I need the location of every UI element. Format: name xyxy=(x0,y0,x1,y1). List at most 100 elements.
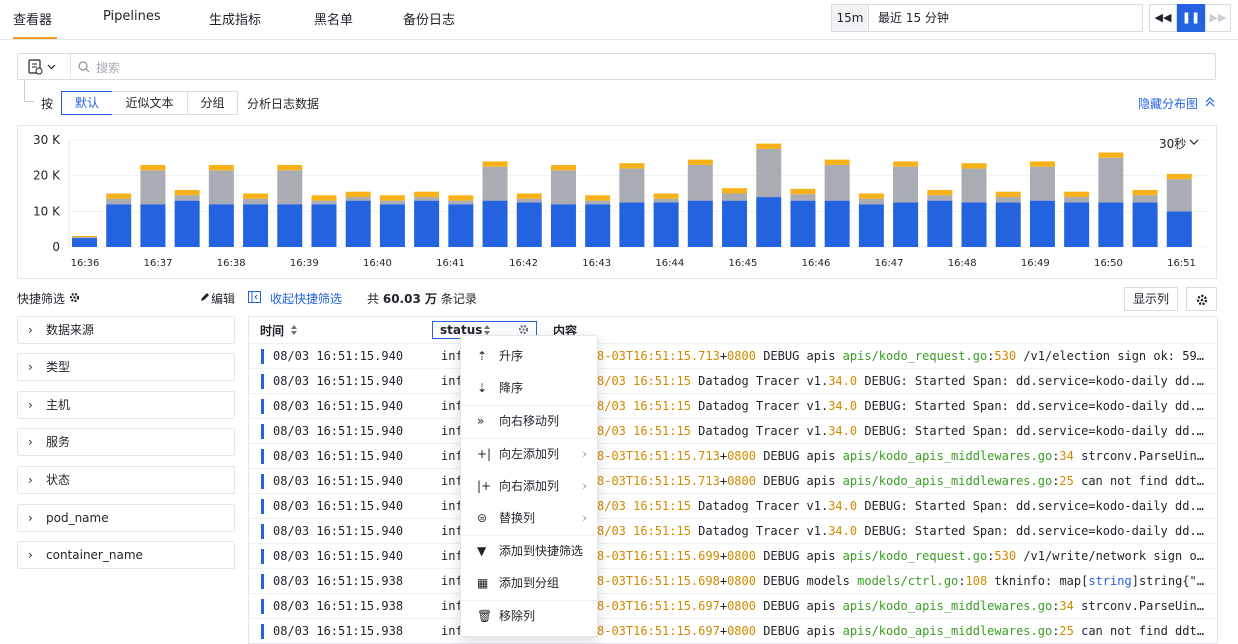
chart-bar-segment[interactable] xyxy=(995,197,1021,203)
forward-button[interactable]: ▶▶ xyxy=(1205,4,1231,32)
group-grouping-button[interactable]: 分组 xyxy=(187,91,238,115)
table-row[interactable]: 08/03 16:51:15.938 inf 8-03T16:51:15.697+0… xyxy=(249,618,1217,643)
chart-bar-segment[interactable] xyxy=(311,195,337,201)
chart-bar-segment[interactable] xyxy=(1064,197,1090,203)
chart-bar-segment[interactable] xyxy=(585,195,611,201)
chart-bar-segment[interactable] xyxy=(653,193,679,199)
menu-sort-ascending[interactable]: ⇡ 升序 xyxy=(461,341,597,371)
chart-bar-segment[interactable] xyxy=(722,193,748,201)
chart-bar-segment[interactable] xyxy=(1132,202,1158,247)
chart-bar-segment[interactable] xyxy=(72,235,97,238)
menu-add-quickfilter[interactable]: ▼ 添加到快捷筛选 xyxy=(461,536,597,566)
chart-bar-segment[interactable] xyxy=(790,188,816,195)
chart-bar-segment[interactable] xyxy=(1029,161,1055,167)
chart-bar-segment[interactable] xyxy=(790,200,816,247)
chart-bar-segment[interactable] xyxy=(961,168,987,203)
chart-bar-segment[interactable] xyxy=(140,204,166,247)
chart-bar-segment[interactable] xyxy=(858,198,884,205)
quickfilter-container-name[interactable]: › container_name xyxy=(17,541,235,569)
chart-bar-segment[interactable] xyxy=(140,170,166,205)
chart-bar-segment[interactable] xyxy=(174,195,200,201)
timerange-chip[interactable]: 15m xyxy=(831,4,869,32)
table-row[interactable]: 08/03 16:51:15.938 inf 8-03T16:51:15.698+0… xyxy=(249,568,1217,593)
quickfilter-source[interactable]: › 数据来源 xyxy=(17,316,235,344)
chart-bar-segment[interactable] xyxy=(858,204,884,247)
chart-bar-segment[interactable] xyxy=(1166,211,1192,247)
chart-bar-segment[interactable] xyxy=(550,204,576,247)
chart-bar-segment[interactable] xyxy=(106,204,132,247)
chart-bar-segment[interactable] xyxy=(243,193,269,199)
quickfilter-pod-name[interactable]: › pod_name xyxy=(17,504,235,532)
chart-bar-segment[interactable] xyxy=(619,202,645,247)
group-similar-text-button[interactable]: 近似文本 xyxy=(112,91,188,115)
column-header-time[interactable]: 时间 xyxy=(260,324,285,338)
chart-bar-segment[interactable] xyxy=(687,159,713,165)
hide-chart-link[interactable]: 隐藏分布图 xyxy=(1138,97,1199,111)
chart-bar-segment[interactable] xyxy=(1064,191,1090,198)
chart-bar-segment[interactable] xyxy=(277,204,303,247)
chart-bar-segment[interactable] xyxy=(653,198,679,203)
chart-bar-segment[interactable] xyxy=(722,200,748,247)
menu-add-right[interactable]: |+ 向右添加列 › xyxy=(461,471,597,501)
chart-bar-segment[interactable] xyxy=(448,200,474,205)
chart-bar-segment[interactable] xyxy=(516,193,542,199)
chart-bar-segment[interactable] xyxy=(482,200,508,247)
chart-bar-segment[interactable] xyxy=(277,164,303,171)
collapse-quickfilter-link[interactable]: 收起快捷筛选 xyxy=(270,292,343,306)
chart-bar-segment[interactable] xyxy=(893,166,919,203)
chart-bar-segment[interactable] xyxy=(927,189,953,196)
chart-bar-segment[interactable] xyxy=(482,166,508,201)
chart-bar-segment[interactable] xyxy=(1029,200,1055,247)
chart-bar-segment[interactable] xyxy=(414,200,440,247)
chart-bar-segment[interactable] xyxy=(687,200,713,247)
sort-icon[interactable] xyxy=(290,324,298,336)
chart-bar-segment[interactable] xyxy=(243,198,269,205)
chart-bar-segment[interactable] xyxy=(379,195,405,201)
menu-replace-column[interactable]: ⊜ 替换列 › xyxy=(461,503,597,533)
chart-bar-segment[interactable] xyxy=(379,200,405,205)
chart-bar-segment[interactable] xyxy=(414,191,440,198)
chart-bar-segment[interactable] xyxy=(550,170,576,205)
table-row[interactable]: 08/03 16:51:15.940 inf 8/03 16:51:15 Datad… xyxy=(249,418,1217,443)
chart-bar-segment[interactable] xyxy=(345,191,371,198)
chart-bar-segment[interactable] xyxy=(1098,157,1124,203)
chart-bar-segment[interactable] xyxy=(824,164,850,201)
chart-bar-segment[interactable] xyxy=(345,197,371,201)
chart-bar-segment[interactable] xyxy=(585,204,611,247)
chart-bar-segment[interactable] xyxy=(106,193,132,199)
chart-bar-segment[interactable] xyxy=(208,164,234,171)
chevron-down-icon[interactable] xyxy=(1189,138,1199,146)
chart-bar-segment[interactable] xyxy=(756,197,782,247)
chart-bar-segment[interactable] xyxy=(1098,202,1124,247)
chart-bar-segment[interactable] xyxy=(653,202,679,247)
chart-bar-segment[interactable] xyxy=(790,194,816,201)
quickfilter-service[interactable]: › 服务 xyxy=(17,428,235,456)
tab-backup-logs[interactable]: 备份日志 xyxy=(403,13,456,28)
chart-bar-segment[interactable] xyxy=(619,163,645,169)
chart-bar-segment[interactable] xyxy=(1166,173,1192,180)
chart-bar-segment[interactable] xyxy=(550,164,576,171)
menu-remove-column[interactable]: 🗑 移除列 xyxy=(461,601,597,631)
chart-bar-segment[interactable] xyxy=(448,195,474,201)
table-row[interactable]: 08/03 16:51:15.940 inf 8/03 16:51:15 Datad… xyxy=(249,368,1217,393)
chart-bar-segment[interactable] xyxy=(311,200,337,205)
menu-add-group[interactable]: ▦ 添加到分组 xyxy=(461,568,597,598)
show-columns-button[interactable]: 显示列 xyxy=(1124,287,1178,311)
tab-pipelines[interactable]: Pipelines xyxy=(103,9,161,24)
table-row[interactable]: 08/03 16:51:15.940 inf 8-03T16:51:15.713+0… xyxy=(249,443,1217,468)
chart-bar-segment[interactable] xyxy=(824,159,850,165)
chart-bar-segment[interactable] xyxy=(174,200,200,247)
chart-bar-segment[interactable] xyxy=(893,161,919,167)
chart-bar-segment[interactable] xyxy=(140,164,166,171)
menu-sort-descending[interactable]: ⇣ 降序 xyxy=(461,373,597,403)
chart-bar-segment[interactable] xyxy=(72,237,97,239)
chart-bar-segment[interactable] xyxy=(858,193,884,199)
rewind-button[interactable]: ◀◀ xyxy=(1149,4,1177,32)
table-row[interactable]: 08/03 16:51:15.940 inf 8-03T16:51:15.699+0… xyxy=(249,543,1217,568)
chart-bar-segment[interactable] xyxy=(687,164,713,201)
menu-add-left[interactable]: +| 向左添加列 › xyxy=(461,439,597,469)
table-row[interactable]: 08/03 16:51:15.938 inf 8-03T16:51:15.697+0… xyxy=(249,593,1217,618)
chart-bar-segment[interactable] xyxy=(1029,166,1055,201)
chart-bar-segment[interactable] xyxy=(208,204,234,247)
table-row[interactable]: 08/03 16:51:15.940 inf 8-03T16:51:15.713+0… xyxy=(249,343,1217,368)
